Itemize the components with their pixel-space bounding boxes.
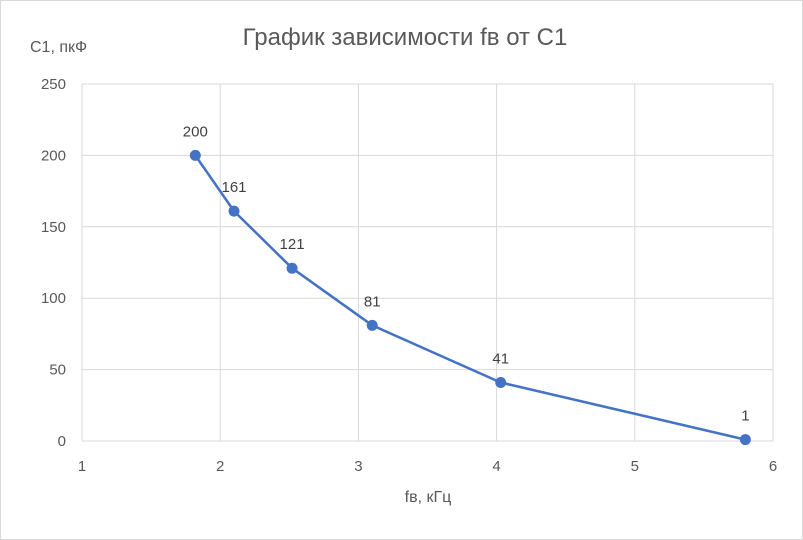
gridlines (81, 83, 774, 442)
series-layer (189, 149, 751, 446)
data-label: 81 (364, 293, 381, 310)
data-point (495, 376, 507, 388)
x-tick-label: 4 (492, 458, 500, 475)
data-label: 161 (222, 179, 247, 196)
y-tick-label: 250 (41, 76, 66, 93)
chart-title: График зависимости fв от С1 (243, 24, 568, 51)
y-tick-label: 50 (49, 362, 66, 379)
data-label: 121 (280, 236, 305, 253)
x-tick-label: 6 (769, 458, 777, 475)
y-tick-label: 150 (41, 219, 66, 236)
y-tick-label: 200 (41, 147, 66, 164)
y-axis-title: С1, пкФ (30, 39, 87, 56)
data-label: 200 (183, 123, 208, 140)
x-tick-label: 2 (216, 458, 224, 475)
data-label: 41 (492, 350, 509, 367)
series-line (194, 154, 746, 441)
data-label: 1 (741, 408, 749, 425)
data-point (366, 319, 378, 331)
x-tick-label: 3 (354, 458, 362, 475)
x-tick-label: 1 (78, 458, 86, 475)
tick-labels: 0 50 100 150 200 250 1 2 3 4 5 6 (41, 76, 777, 475)
y-tick-label: 100 (41, 290, 66, 307)
x-tick-label: 5 (631, 458, 639, 475)
data-point (189, 149, 201, 161)
data-point (228, 205, 240, 217)
data-labels: 200 161 121 81 41 1 (183, 123, 750, 424)
x-axis-title: fв, кГц (405, 489, 452, 506)
data-point (739, 434, 751, 446)
data-point (286, 262, 298, 274)
y-tick-label: 0 (58, 433, 66, 450)
